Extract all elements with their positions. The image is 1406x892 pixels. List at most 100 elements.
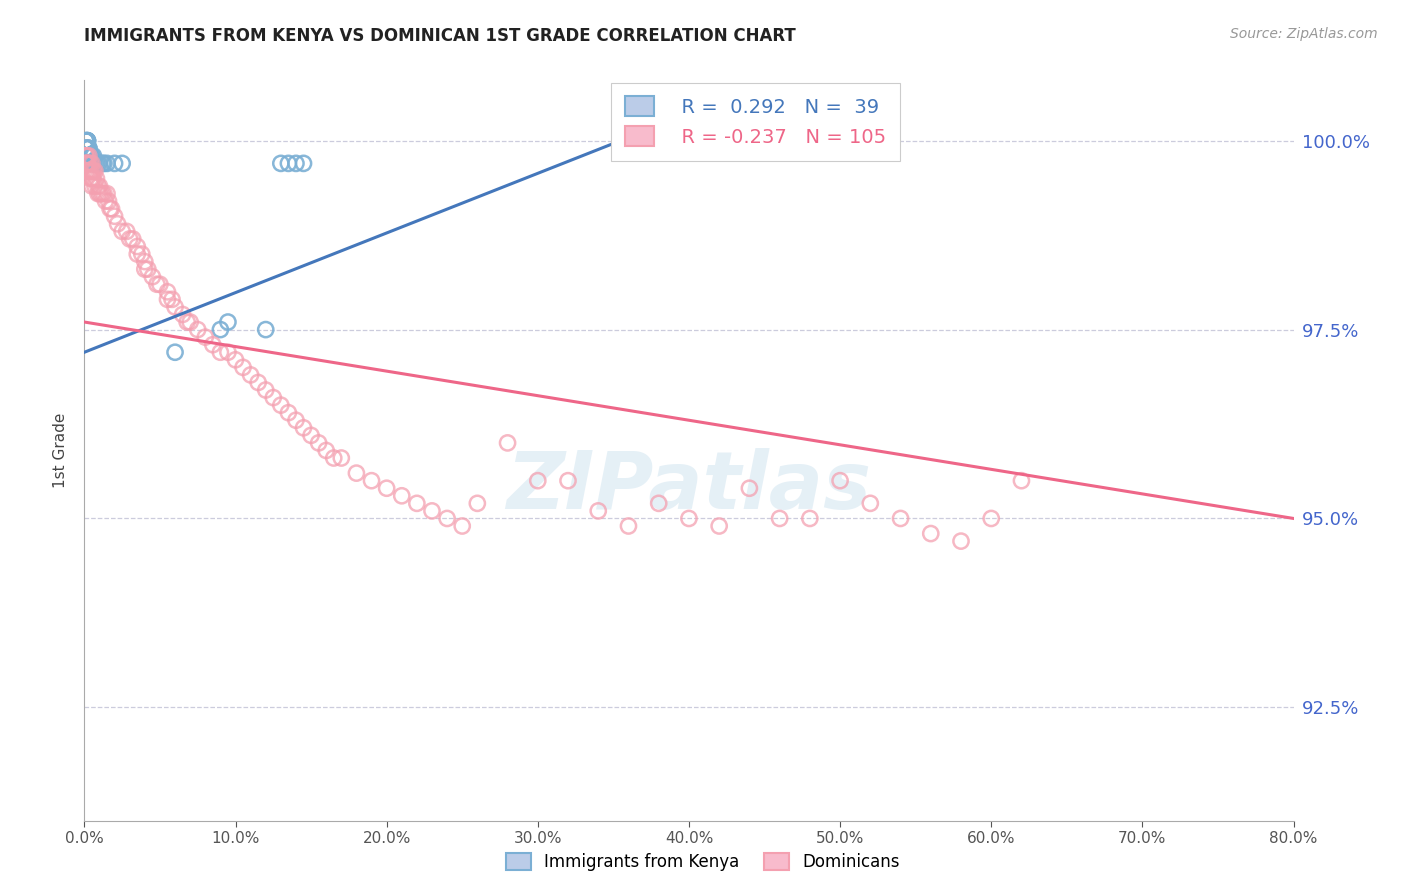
Point bbox=[87, 156, 110, 170]
Point bbox=[79, 164, 101, 178]
Point bbox=[1011, 474, 1033, 488]
Point bbox=[950, 534, 973, 549]
Point bbox=[104, 156, 127, 170]
Point bbox=[131, 247, 153, 261]
Point bbox=[82, 171, 104, 186]
Point bbox=[588, 504, 610, 518]
Point bbox=[75, 156, 97, 170]
Point bbox=[315, 443, 337, 458]
Point bbox=[738, 481, 761, 495]
Point bbox=[80, 164, 103, 178]
Point bbox=[93, 156, 115, 170]
Point bbox=[96, 156, 118, 170]
Point bbox=[209, 322, 232, 336]
Point bbox=[100, 202, 122, 216]
Point bbox=[80, 179, 103, 194]
Point bbox=[75, 134, 97, 148]
Point bbox=[254, 383, 277, 397]
Point bbox=[980, 511, 1002, 525]
Point bbox=[97, 194, 120, 209]
Point bbox=[799, 511, 821, 525]
Point bbox=[436, 511, 458, 525]
Point bbox=[127, 247, 149, 261]
Point bbox=[830, 474, 852, 488]
Point bbox=[79, 156, 101, 170]
Point bbox=[270, 398, 292, 412]
Point bbox=[225, 352, 247, 367]
Point bbox=[346, 466, 368, 480]
Point bbox=[270, 156, 292, 170]
Point bbox=[75, 141, 97, 155]
Point bbox=[527, 474, 550, 488]
Point bbox=[179, 315, 201, 329]
Point bbox=[217, 345, 239, 359]
Point bbox=[111, 224, 134, 238]
Point bbox=[87, 179, 110, 194]
Point bbox=[232, 360, 254, 375]
Point bbox=[75, 141, 97, 155]
Point bbox=[75, 156, 97, 170]
Point bbox=[156, 285, 179, 299]
Point bbox=[75, 149, 97, 163]
Point bbox=[75, 134, 97, 148]
Legend:   R =  0.292   N =  39,   R = -0.237   N = 105: R = 0.292 N = 39, R = -0.237 N = 105 bbox=[612, 83, 900, 161]
Point bbox=[76, 141, 98, 155]
Point bbox=[420, 504, 443, 518]
Point bbox=[80, 156, 103, 170]
Point bbox=[84, 164, 107, 178]
Point bbox=[322, 450, 344, 465]
Point bbox=[176, 315, 198, 329]
Text: IMMIGRANTS FROM KENYA VS DOMINICAN 1ST GRADE CORRELATION CHART: IMMIGRANTS FROM KENYA VS DOMINICAN 1ST G… bbox=[84, 27, 796, 45]
Point bbox=[77, 149, 100, 163]
Point bbox=[920, 526, 942, 541]
Point bbox=[111, 156, 134, 170]
Point bbox=[136, 262, 159, 277]
Point bbox=[107, 217, 129, 231]
Point bbox=[79, 149, 101, 163]
Point bbox=[75, 164, 97, 178]
Point bbox=[104, 209, 127, 223]
Point bbox=[86, 156, 108, 170]
Point bbox=[76, 149, 98, 163]
Point bbox=[76, 134, 98, 148]
Point bbox=[299, 428, 322, 442]
Point bbox=[201, 337, 224, 351]
Point bbox=[557, 474, 579, 488]
Legend: Immigrants from Kenya, Dominicans: Immigrants from Kenya, Dominicans bbox=[498, 845, 908, 880]
Point bbox=[86, 171, 108, 186]
Point bbox=[76, 134, 98, 148]
Point bbox=[160, 293, 183, 307]
Point bbox=[80, 156, 103, 170]
Point bbox=[406, 496, 429, 510]
Point bbox=[79, 171, 101, 186]
Point bbox=[165, 300, 187, 314]
Point bbox=[146, 277, 169, 292]
Point bbox=[617, 519, 640, 533]
Point bbox=[149, 277, 172, 292]
Point bbox=[77, 149, 100, 163]
Point bbox=[87, 186, 110, 201]
Point bbox=[76, 134, 98, 148]
Point bbox=[194, 330, 217, 344]
Point bbox=[330, 450, 353, 465]
Point bbox=[360, 474, 382, 488]
Point bbox=[285, 413, 308, 427]
Point bbox=[82, 164, 104, 178]
Point bbox=[141, 269, 163, 284]
Point bbox=[467, 496, 489, 510]
Point bbox=[156, 293, 179, 307]
Point bbox=[375, 481, 398, 495]
Point bbox=[80, 149, 103, 163]
Point bbox=[292, 156, 315, 170]
Point bbox=[76, 156, 98, 170]
Point bbox=[292, 421, 315, 435]
Point bbox=[115, 224, 138, 238]
Point bbox=[277, 156, 299, 170]
Point bbox=[121, 232, 143, 246]
Point bbox=[77, 164, 100, 178]
Point bbox=[75, 134, 97, 148]
Point bbox=[93, 186, 115, 201]
Y-axis label: 1st Grade: 1st Grade bbox=[53, 413, 69, 488]
Point bbox=[77, 149, 100, 163]
Point bbox=[769, 511, 792, 525]
